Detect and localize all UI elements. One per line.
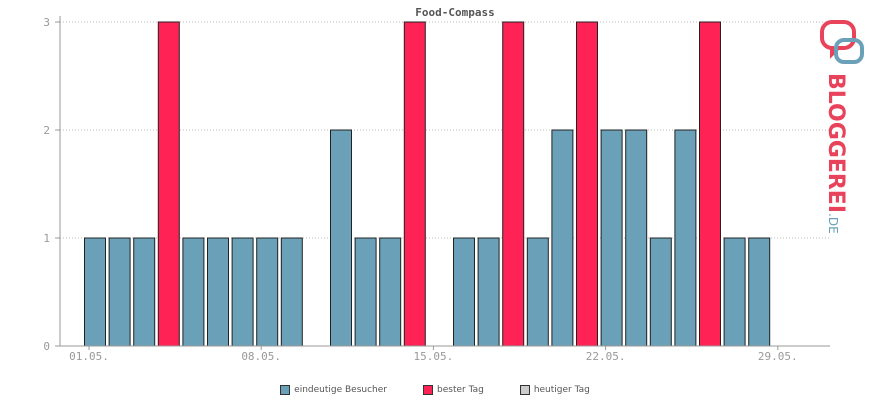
bar-day-23 bbox=[625, 129, 648, 347]
x-tick-labels: 01.05. 08.05. 15.05. 22.05. 29.05. bbox=[69, 350, 798, 363]
bar-day-7 bbox=[231, 237, 254, 347]
axes bbox=[59, 16, 830, 350]
legend-label-best-day: bester Tag bbox=[437, 385, 484, 395]
legend-item-today: heutiger Tag bbox=[519, 385, 590, 395]
logo-suffix: .DE bbox=[826, 213, 840, 234]
bar-day-28 bbox=[748, 237, 771, 347]
chart-title: Food-Compass bbox=[415, 6, 494, 19]
y-tick-label-1: 1 bbox=[43, 232, 50, 245]
legend: eindeutige Besucher bester Tag heutiger … bbox=[0, 385, 870, 395]
bar-day-13 bbox=[379, 237, 402, 347]
bar-day-3 bbox=[133, 237, 156, 347]
logo-word: BLOGGEREI bbox=[823, 73, 848, 214]
bar-day-26 bbox=[699, 21, 721, 347]
legend-swatch-best-day bbox=[423, 385, 433, 395]
bar-day-17 bbox=[477, 237, 500, 347]
legend-item-visitors: eindeutige Besucher bbox=[280, 385, 387, 395]
legend-item-best-day: bester Tag bbox=[423, 385, 484, 395]
bar-day-12 bbox=[354, 237, 377, 347]
bar-day-6 bbox=[207, 237, 229, 347]
bar-day-21 bbox=[576, 21, 598, 347]
logo-wordmark: BLOGGEREI.DE bbox=[812, 73, 852, 234]
legend-label-today: heutiger Tag bbox=[533, 385, 590, 395]
bar-day-11 bbox=[330, 129, 352, 347]
bar-day-9 bbox=[280, 237, 303, 347]
bar-day-19 bbox=[526, 237, 549, 347]
x-tick-label-15: 15.05. bbox=[414, 350, 454, 363]
y-tick-label-0: 0 bbox=[43, 340, 50, 353]
x-tick-label-8: 08.05. bbox=[241, 350, 281, 363]
y-tick-label-2: 2 bbox=[43, 124, 50, 137]
gridlines bbox=[55, 21, 830, 347]
legend-swatch-today bbox=[519, 385, 530, 395]
bar-day-4 bbox=[157, 21, 180, 347]
x-tick-label-29: 29.05. bbox=[758, 350, 798, 363]
bar-day-8 bbox=[256, 237, 279, 347]
logo-speech-bubbles-icon bbox=[820, 20, 864, 64]
legend-label-visitors: eindeutige Besucher bbox=[294, 385, 387, 395]
y-tick-labels: 0 1 2 3 bbox=[43, 16, 50, 353]
x-tick-label-22: 22.05. bbox=[586, 350, 626, 363]
bar-day-1 bbox=[84, 237, 106, 347]
bar-day-5 bbox=[182, 237, 205, 347]
bar-day-14 bbox=[403, 21, 426, 347]
legend-swatch-visitors bbox=[280, 385, 291, 395]
x-tick-label-1: 01.05. bbox=[69, 350, 109, 363]
bar-day-24 bbox=[649, 237, 672, 347]
y-tick-label-3: 3 bbox=[43, 16, 50, 29]
bar-day-20 bbox=[551, 129, 574, 347]
bar-day-27 bbox=[723, 237, 746, 347]
bar-day-16 bbox=[453, 237, 475, 347]
bar-day-18 bbox=[502, 21, 525, 347]
bar-day-25 bbox=[674, 129, 697, 347]
bars bbox=[84, 21, 771, 347]
bar-day-2 bbox=[108, 237, 131, 347]
bloggerei-logo[interactable]: BLOGGEREI.DE bbox=[812, 18, 870, 234]
bar-day-22 bbox=[600, 129, 623, 347]
